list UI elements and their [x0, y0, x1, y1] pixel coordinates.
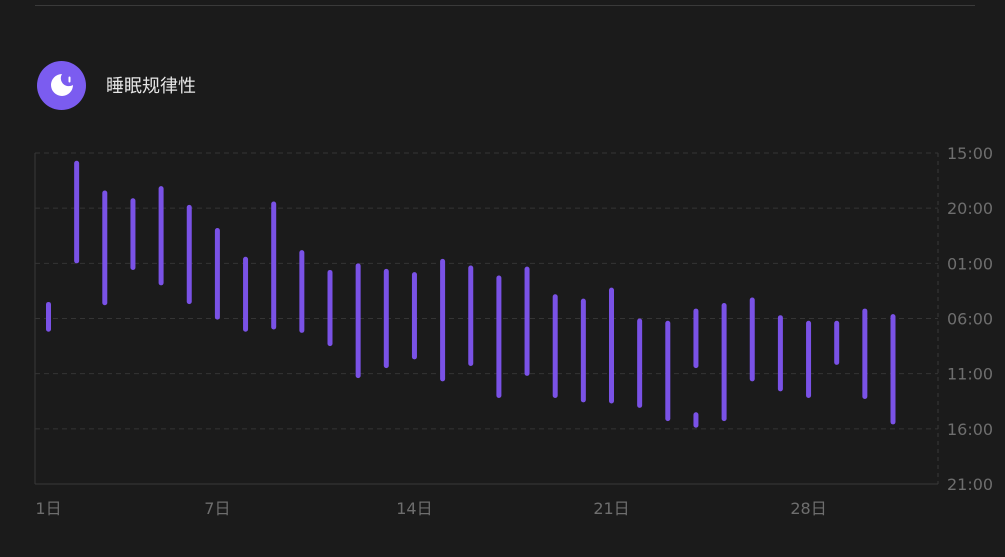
y-tick-label: 01:00	[947, 254, 993, 273]
sleep-bar	[749, 297, 755, 382]
sleep-bar	[524, 266, 530, 376]
x-tick-label: 21日	[593, 499, 629, 518]
sleep-bar	[186, 204, 192, 305]
sleep-bar	[496, 275, 502, 398]
x-tick-label: 28日	[790, 499, 826, 518]
sleep-bar	[693, 308, 699, 369]
sleep-bar	[383, 268, 389, 369]
top-divider	[35, 5, 975, 6]
sleep-bar	[214, 228, 220, 320]
y-tick-label: 21:00	[947, 475, 993, 494]
y-tick-label: 15:00	[947, 144, 993, 163]
sleep-bar	[158, 186, 164, 286]
sleep-bar	[552, 294, 558, 398]
sleep-bar	[834, 320, 840, 365]
sleep-bar	[243, 256, 249, 332]
sleep-bar	[411, 272, 417, 360]
x-tick-label: 14日	[396, 499, 432, 518]
sleep-bar	[580, 298, 586, 403]
sleep-bar	[468, 265, 474, 366]
sleep-bar	[299, 250, 305, 333]
sleep-bar	[890, 314, 896, 425]
sleep-bar	[862, 308, 868, 400]
sleep-bar	[46, 301, 51, 332]
sleep-bar	[637, 318, 643, 408]
x-tick-label: 7日	[204, 499, 230, 518]
sleep-bar	[693, 412, 699, 428]
sleep-bar	[130, 198, 136, 270]
moon-sleep-icon	[37, 60, 86, 110]
sleep-bar	[355, 263, 361, 379]
sleep-bar	[806, 320, 812, 398]
y-tick-label: 06:00	[947, 310, 993, 329]
sleep-bar	[102, 190, 108, 306]
x-tick-label: 1日	[35, 499, 61, 518]
sleep-bar	[271, 201, 277, 330]
sleep-bar	[777, 315, 783, 392]
y-tick-label: 11:00	[947, 365, 993, 384]
sleep-bar	[609, 287, 614, 404]
sleep-bar	[327, 269, 333, 347]
card-header: 睡眠规律性	[37, 60, 196, 110]
sleep-bar	[440, 258, 446, 382]
sleep-bar	[74, 160, 80, 264]
y-tick-label: 20:00	[947, 199, 993, 218]
sleep-bar	[665, 320, 671, 422]
y-tick-label: 16:00	[947, 420, 993, 439]
sleep-bar	[721, 303, 727, 422]
card-title: 睡眠规律性	[106, 76, 196, 97]
